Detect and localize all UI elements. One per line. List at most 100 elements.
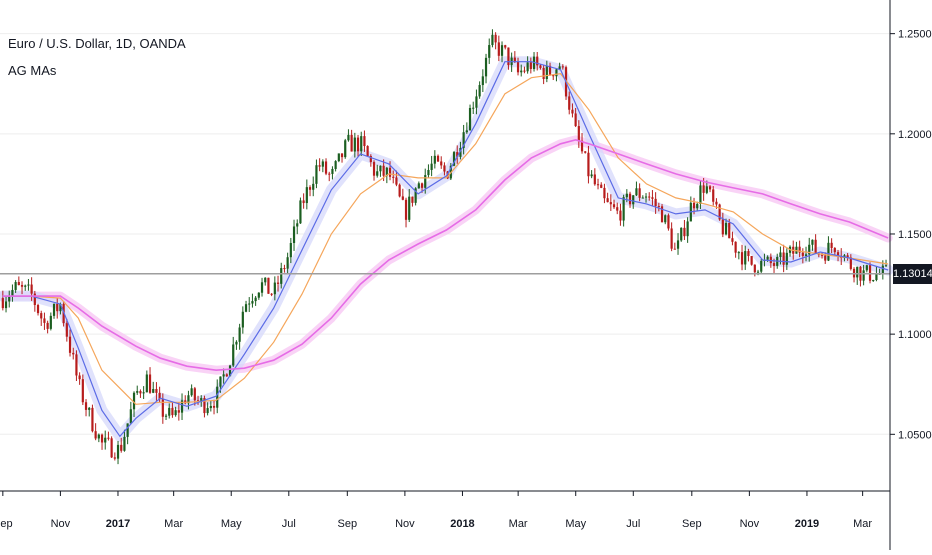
candle-body [200, 398, 203, 401]
candle-body [539, 65, 542, 68]
candle-body [190, 388, 193, 396]
candle-body [555, 69, 558, 77]
candle-body [43, 318, 46, 323]
candle-body [280, 268, 283, 284]
candle-body [798, 246, 801, 253]
candle-body [273, 282, 276, 295]
candle-body [452, 152, 456, 166]
x-tick-label: Sep [338, 518, 358, 530]
candle-body [75, 354, 78, 376]
candle-body [177, 410, 180, 413]
candle-body [782, 252, 785, 265]
y-tick-label: 1.05000 [898, 429, 932, 441]
candle-body [616, 207, 619, 211]
candle-body [545, 65, 548, 80]
candle-body [472, 107, 475, 109]
candle-body [603, 187, 606, 199]
candle-body [628, 193, 632, 205]
ma-fast-glow [0, 56, 894, 442]
candle-body [446, 171, 449, 179]
candle-body [299, 200, 302, 224]
candle-body [481, 76, 484, 86]
x-tick-label: 2018 [450, 518, 474, 530]
candle-body [657, 206, 660, 208]
candle-body [180, 400, 184, 413]
x-tick-label: Jul [282, 518, 296, 530]
candle-body [206, 408, 209, 414]
ma-slow-line [2, 138, 889, 372]
candle-body [836, 252, 840, 256]
candle-body [747, 251, 750, 257]
candle-body [308, 187, 312, 190]
candle-body [558, 66, 561, 70]
candle-body [872, 280, 875, 282]
candle-body [516, 61, 520, 73]
candle-body [17, 282, 20, 286]
candle-body [459, 148, 462, 157]
indicator-name: AG MAs [8, 63, 57, 78]
candle-body [699, 185, 702, 204]
candle-body [593, 174, 596, 185]
x-tick-label: Mar [509, 518, 528, 530]
candle-body [440, 161, 443, 166]
candle-body [651, 197, 654, 199]
candle-body [260, 282, 264, 293]
candle-body [110, 438, 113, 458]
x-tick-label: May [565, 518, 586, 530]
x-tick-label: Jul [626, 518, 640, 530]
candle-body [494, 34, 497, 43]
ma-fast-line [2, 61, 889, 438]
candle-body [769, 256, 772, 264]
candle-body [158, 392, 161, 400]
x-tick-label: May [221, 518, 242, 530]
candle-body [222, 374, 225, 377]
candle-body [648, 196, 651, 198]
candle-body [36, 305, 40, 314]
candle-body [209, 405, 212, 409]
candle-body [737, 252, 740, 254]
candle-body [846, 255, 849, 258]
candle-body [1, 298, 4, 309]
candle-body [740, 252, 744, 265]
candle-body [152, 389, 155, 393]
candle-body [526, 62, 529, 72]
candle-body [196, 400, 200, 402]
candle-body [552, 74, 555, 77]
candle-body [475, 96, 478, 108]
candle-body [235, 341, 238, 345]
candle-body [644, 196, 648, 198]
candle-body [56, 303, 59, 312]
candle-body [392, 176, 395, 178]
candle-body [619, 210, 622, 221]
candle-body [433, 155, 436, 164]
candle-body [388, 167, 392, 177]
candle-body [14, 282, 17, 290]
candle-body [94, 431, 97, 439]
candle-body [164, 415, 168, 417]
candle-body [264, 277, 267, 283]
candle-body [696, 203, 699, 209]
candle-body [251, 301, 254, 304]
candle-body [78, 375, 81, 380]
candle-body [468, 107, 472, 131]
candle-body [529, 62, 532, 70]
candle-body [401, 196, 404, 200]
candle-body [673, 248, 676, 250]
candle-body [513, 57, 516, 62]
candle-body [52, 303, 56, 316]
candle-body [820, 254, 824, 256]
candle-body [488, 45, 491, 58]
candle-body [219, 376, 222, 387]
candle-body [676, 240, 680, 249]
candle-body [612, 204, 616, 208]
candle-body [561, 66, 564, 68]
candle-body [81, 379, 84, 403]
candle-body [641, 197, 644, 199]
candle-body [136, 391, 139, 393]
candle-body [65, 323, 68, 337]
candle-body [411, 196, 414, 203]
candle-body [248, 303, 251, 305]
candle-body [600, 184, 603, 188]
